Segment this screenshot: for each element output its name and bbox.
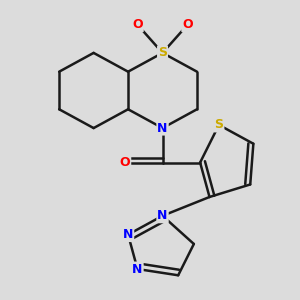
Text: O: O <box>132 18 143 31</box>
Text: N: N <box>157 122 168 135</box>
Text: S: S <box>158 46 167 59</box>
Text: N: N <box>157 209 168 222</box>
Text: N: N <box>123 228 133 241</box>
Text: S: S <box>214 118 224 131</box>
Text: N: N <box>132 262 143 275</box>
Text: O: O <box>182 18 193 31</box>
Text: O: O <box>120 156 130 169</box>
